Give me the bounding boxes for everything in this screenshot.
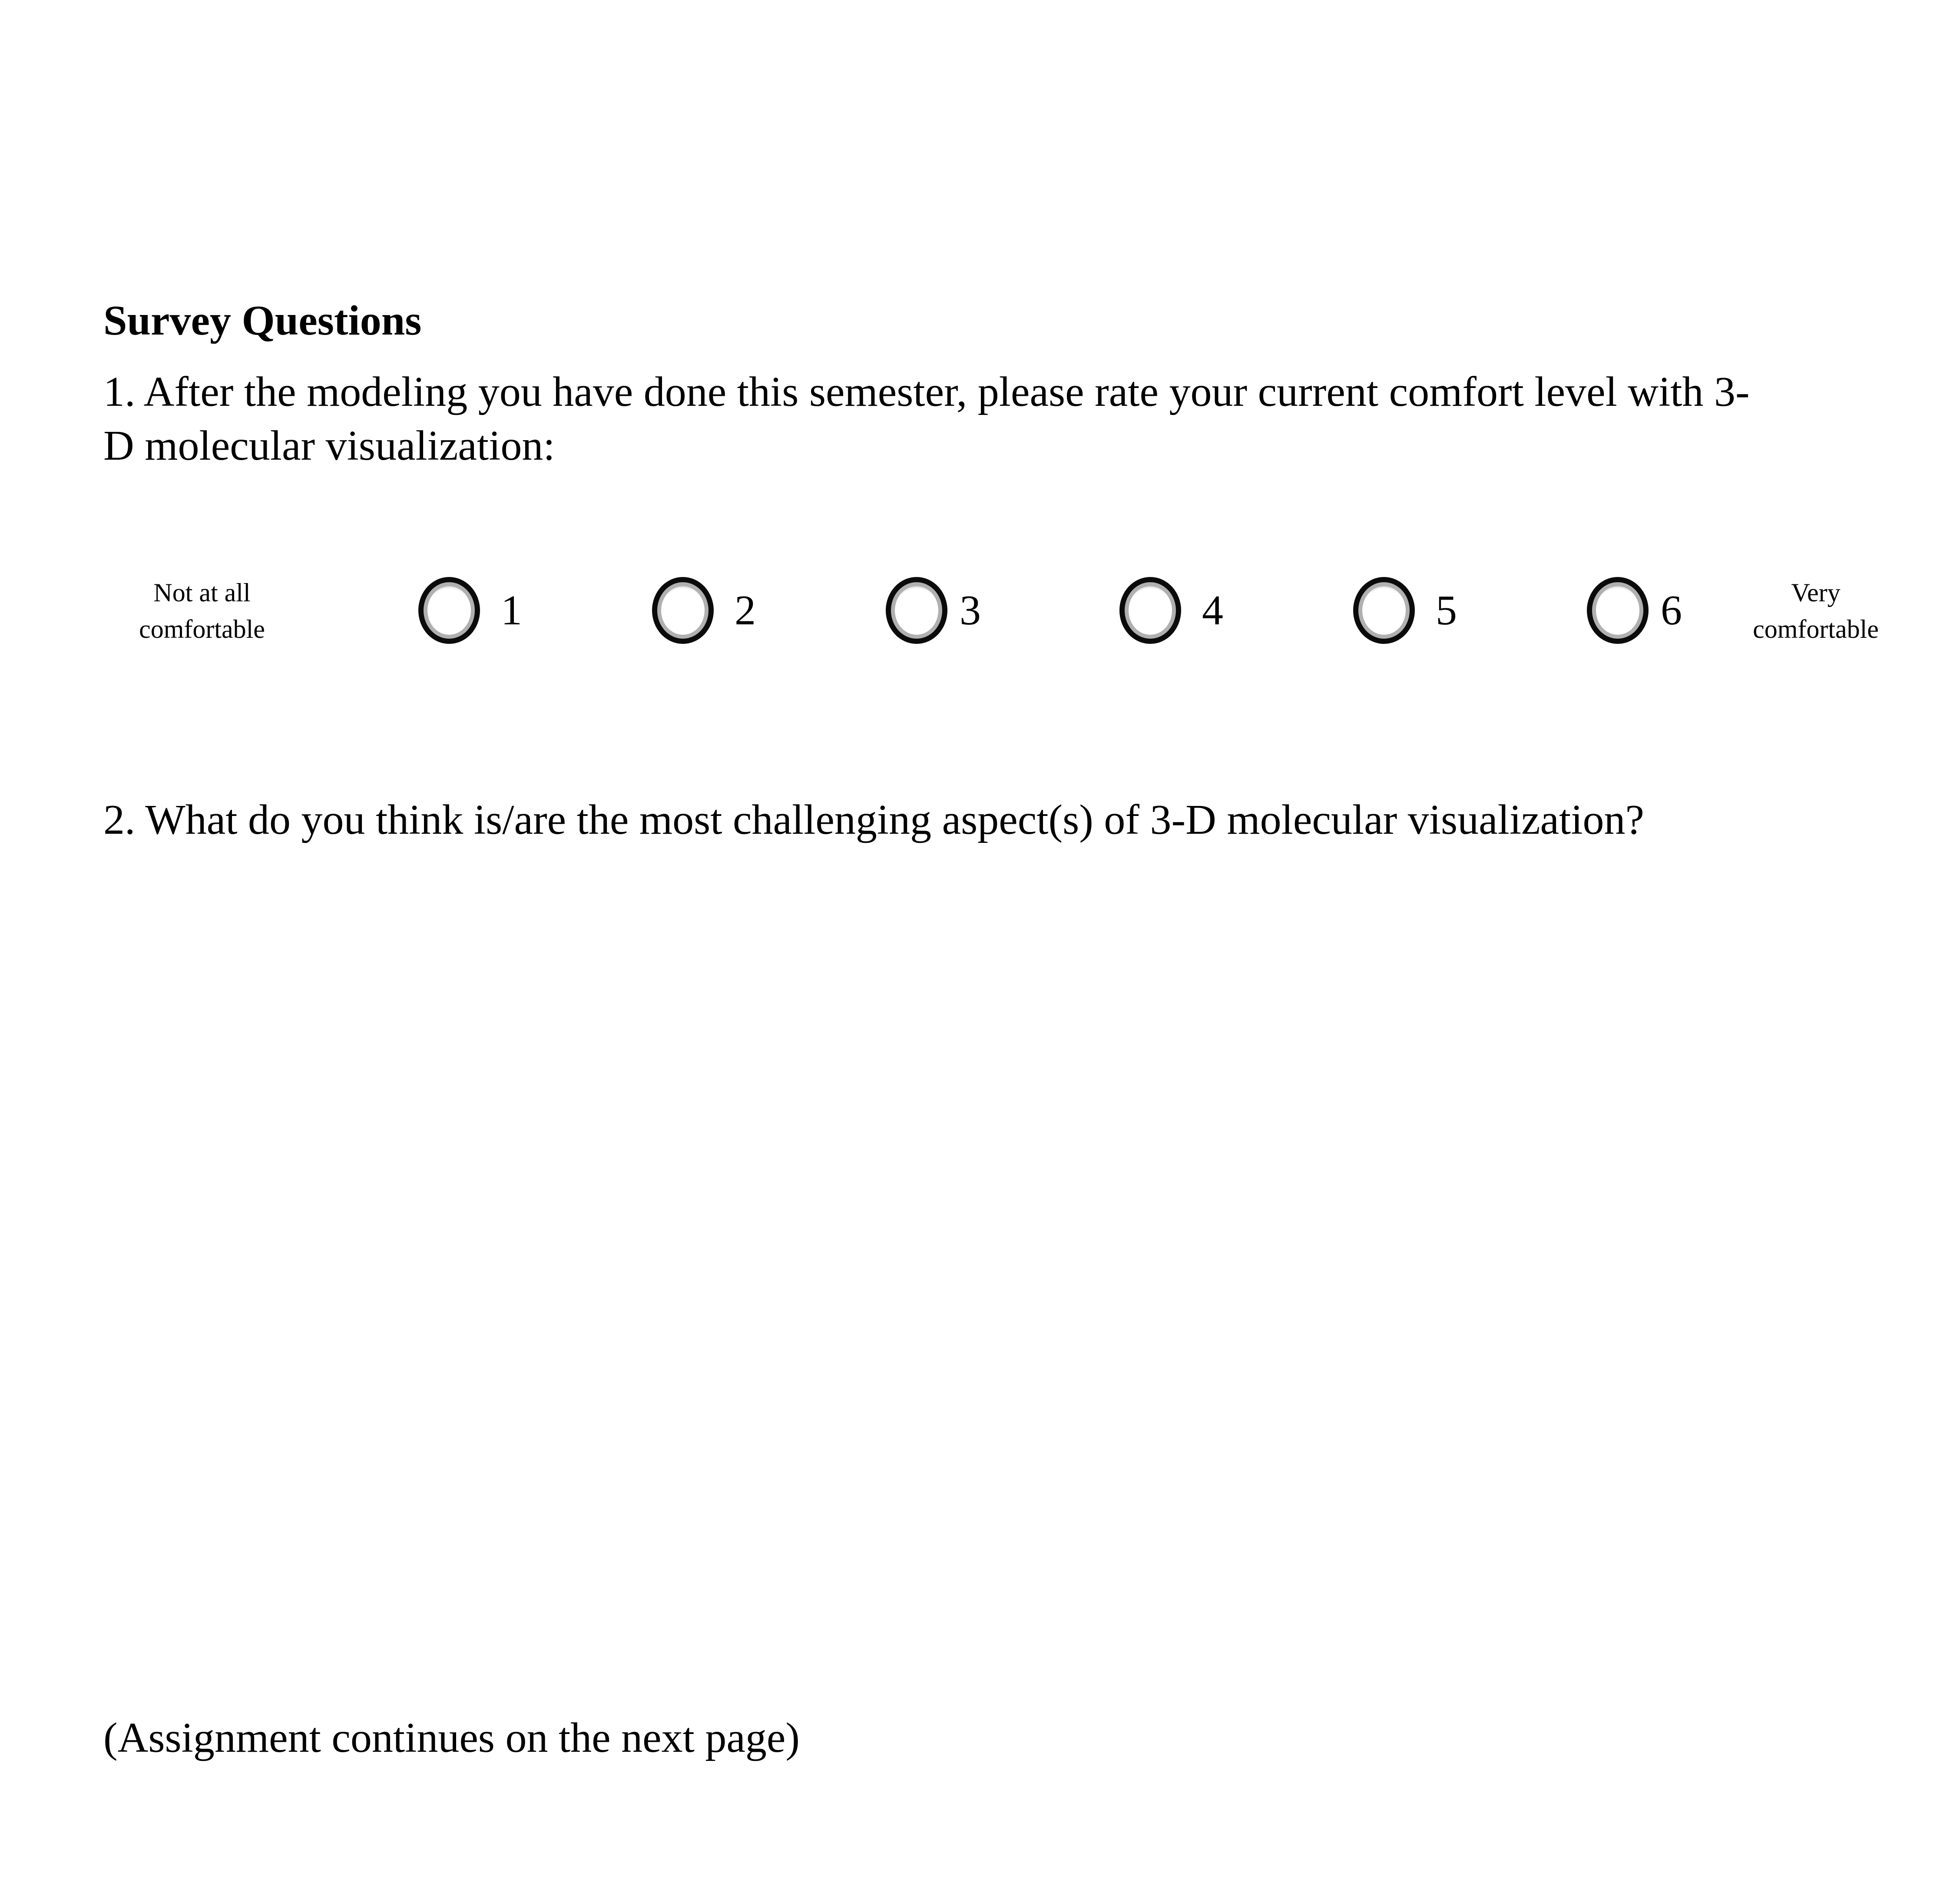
radio-button-4-icon[interactable] [1119,577,1181,644]
radio-button-6-icon[interactable] [1587,577,1649,644]
scale-max-label: Very comfortable [1753,578,1879,643]
scale-option-4[interactable]: 4 [1119,577,1223,644]
radio-button-2-icon[interactable] [652,577,714,644]
page-title: Survey Questions [103,297,422,344]
radio-button-3-icon[interactable] [886,577,947,644]
question-2-text: 2. What do you think is/are the most cha… [103,796,1644,843]
scale-min-label: Not at all comfortable [139,578,265,643]
scale-option-3-label: 3 [960,587,981,634]
scale-option-2[interactable]: 2 [652,577,756,644]
question-1-text: 1. After the modeling you have done this… [103,368,1750,469]
scale-option-1[interactable]: 1 [418,577,522,644]
scale-option-4-label: 4 [1202,587,1223,634]
radio-button-1-icon[interactable] [418,577,480,644]
scale-option-5[interactable]: 5 [1353,577,1457,644]
scale-option-2-label: 2 [735,587,756,634]
scale-option-6-label: 6 [1661,587,1682,634]
assignment-continues-note: (Assignment continues on the next page) [103,1714,800,1761]
scale-option-1-label: 1 [501,587,522,634]
scale-option-5-label: 5 [1436,587,1457,634]
radio-button-5-icon[interactable] [1353,577,1415,644]
scale-option-6[interactable]: 6 [1587,577,1682,644]
scale-option-3[interactable]: 3 [886,577,981,644]
